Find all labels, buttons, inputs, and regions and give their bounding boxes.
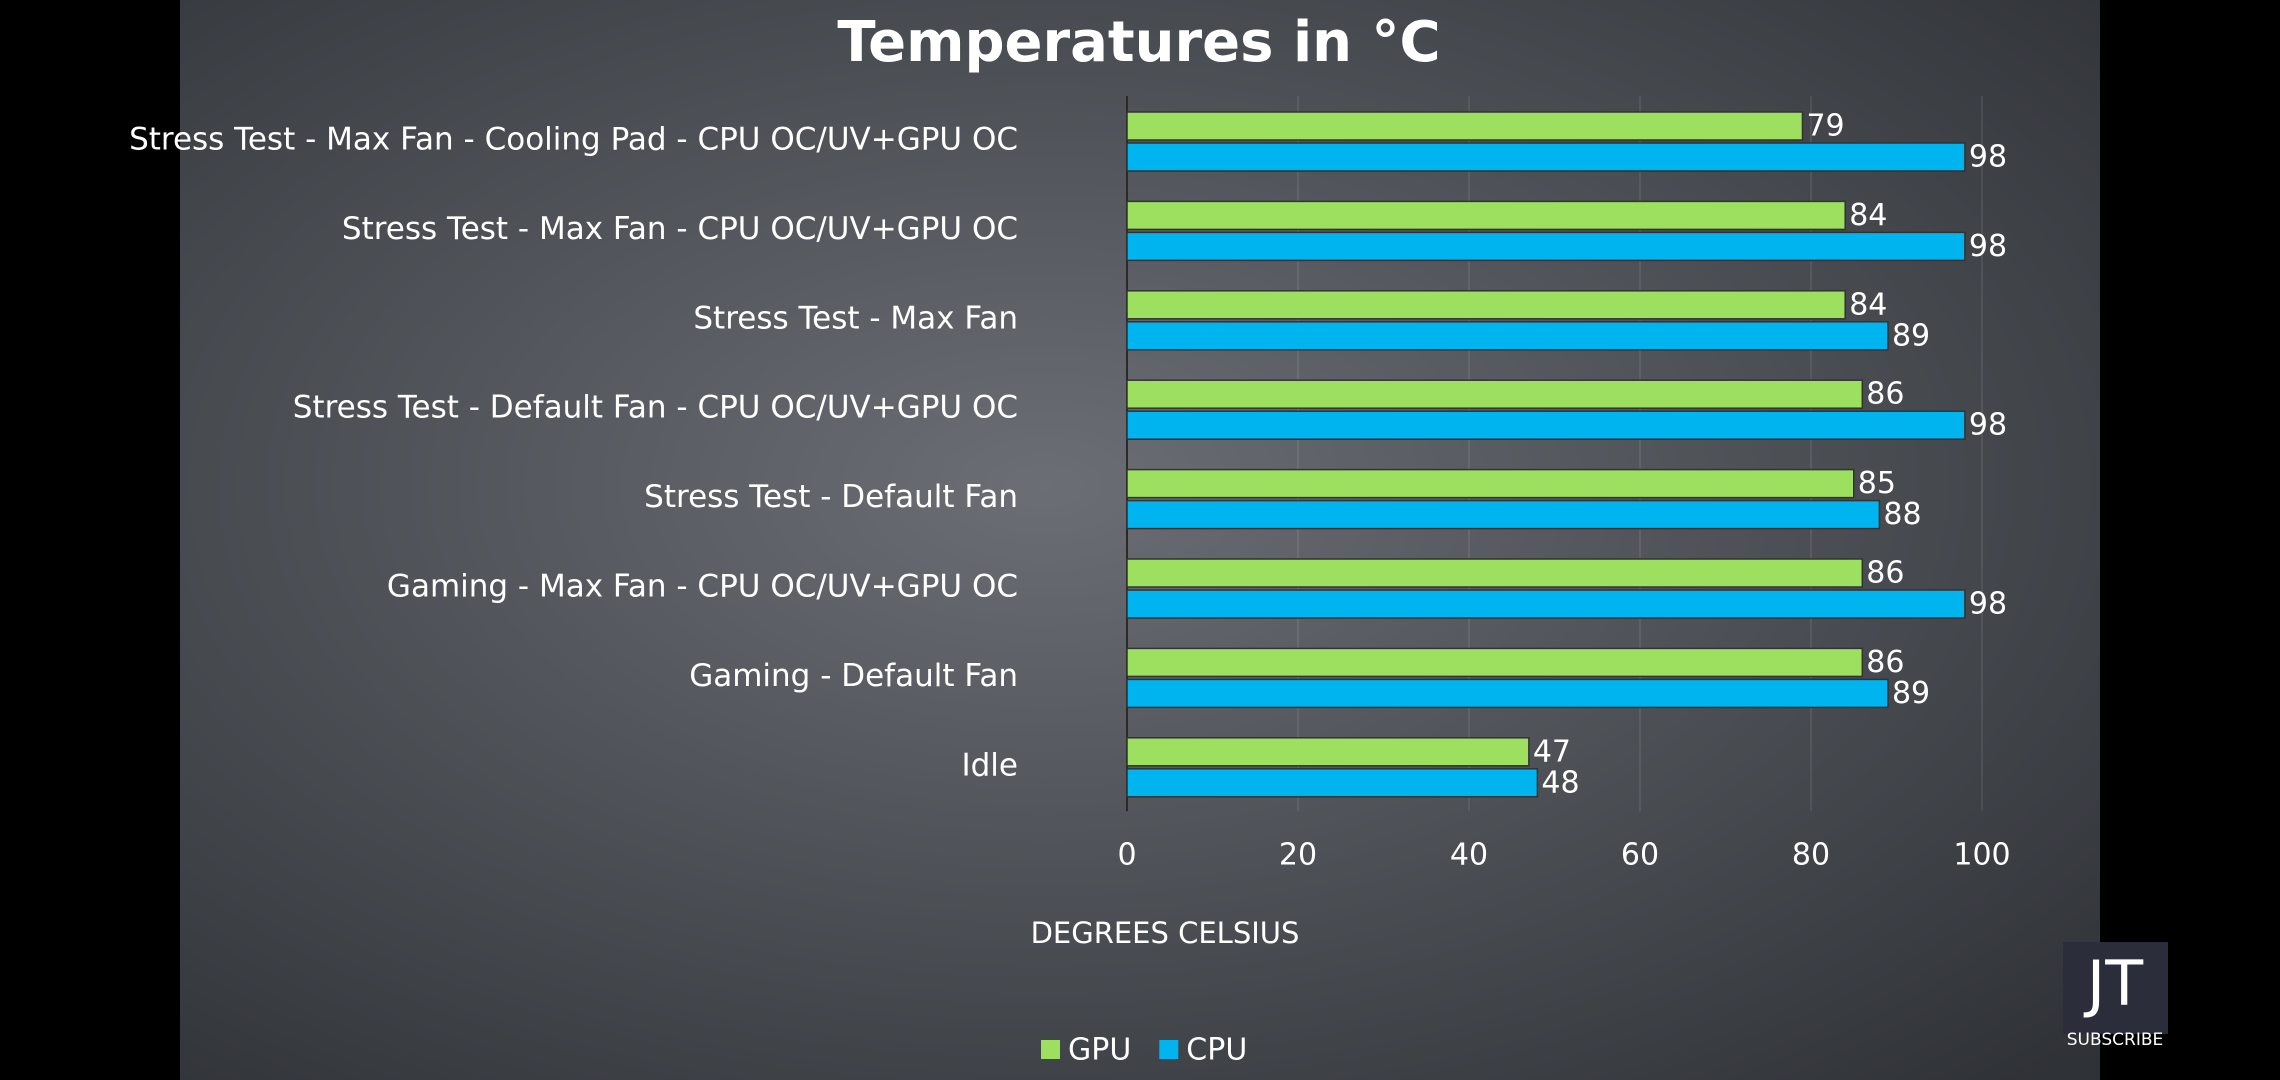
y-tick-label: Stress Test - Max Fan - Cooling Pad - CP… (129, 122, 1018, 158)
y-tick-label: Idle (961, 747, 1018, 783)
y-tick-label: Stress Test - Max Fan - CPU OC/UV+GPU OC (342, 211, 1018, 247)
logo-caption: SUBSCRIBE (2067, 1030, 2164, 1050)
chart-background (180, 0, 2100, 1080)
data-label: 84 (1849, 287, 1887, 322)
y-tick-label: Gaming - Max Fan - CPU OC/UV+GPU OC (387, 569, 1018, 605)
x-axis-title: DEGREES CELSIUS (1031, 916, 1300, 950)
bar (1126, 468, 1855, 499)
x-tick-label: 60 (1621, 838, 1659, 873)
bar (1126, 290, 1846, 320)
bar (1126, 379, 1864, 409)
data-label: 47 (1533, 734, 1571, 769)
data-label: 89 (1892, 676, 1930, 711)
data-label: 86 (1866, 645, 1904, 680)
data-label: 85 (1858, 466, 1896, 501)
bar (1126, 200, 1846, 231)
y-tick-label: Stress Test - Default Fan (644, 479, 1018, 515)
bar (1126, 111, 1804, 141)
data-label: 98 (1969, 587, 2007, 622)
bar (1126, 499, 1881, 530)
x-tick-label: 20 (1279, 838, 1317, 873)
logo-mark: JT (2083, 947, 2144, 1020)
bar (1126, 647, 1864, 678)
legend-swatch (1159, 1040, 1179, 1059)
y-tick-label: Stress Test - Default Fan - CPU OC/UV+GP… (293, 390, 1018, 426)
logo: JT SUBSCRIBE (2063, 942, 2168, 1050)
data-label: 86 (1866, 377, 1904, 412)
legend-swatch (1041, 1040, 1060, 1059)
bar (1126, 558, 1864, 588)
bar (1126, 678, 1889, 709)
data-label: 79 (1806, 109, 1844, 144)
data-label: 98 (1969, 408, 2007, 443)
bar (1126, 321, 1889, 351)
x-tick-label: 80 (1792, 838, 1830, 873)
data-label: 98 (1969, 229, 2007, 264)
data-label: 86 (1866, 556, 1904, 591)
bar (1126, 410, 1966, 440)
chart-title: Temperatures in °C (837, 10, 1440, 75)
y-tick-label: Stress Test - Max Fan (693, 300, 1018, 336)
legend-label: GPU (1068, 1033, 1131, 1068)
bar (1126, 768, 1539, 798)
bar (1126, 589, 1966, 619)
data-label: 84 (1849, 198, 1887, 233)
x-tick-label: 40 (1450, 838, 1488, 873)
data-label: 89 (1892, 318, 1930, 353)
legend-label: CPU (1186, 1033, 1247, 1068)
bar (1126, 231, 1966, 262)
bar (1126, 142, 1966, 172)
x-tick-label: 0 (1117, 838, 1136, 873)
data-label: 98 (1969, 140, 2007, 175)
bar (1126, 737, 1530, 767)
data-label: 88 (1883, 497, 1921, 532)
y-tick-label: Gaming - Default Fan (689, 658, 1018, 694)
logo-box (2063, 942, 2168, 1034)
data-label: 48 (1541, 765, 1579, 800)
x-tick-label: 100 (1953, 838, 2010, 873)
